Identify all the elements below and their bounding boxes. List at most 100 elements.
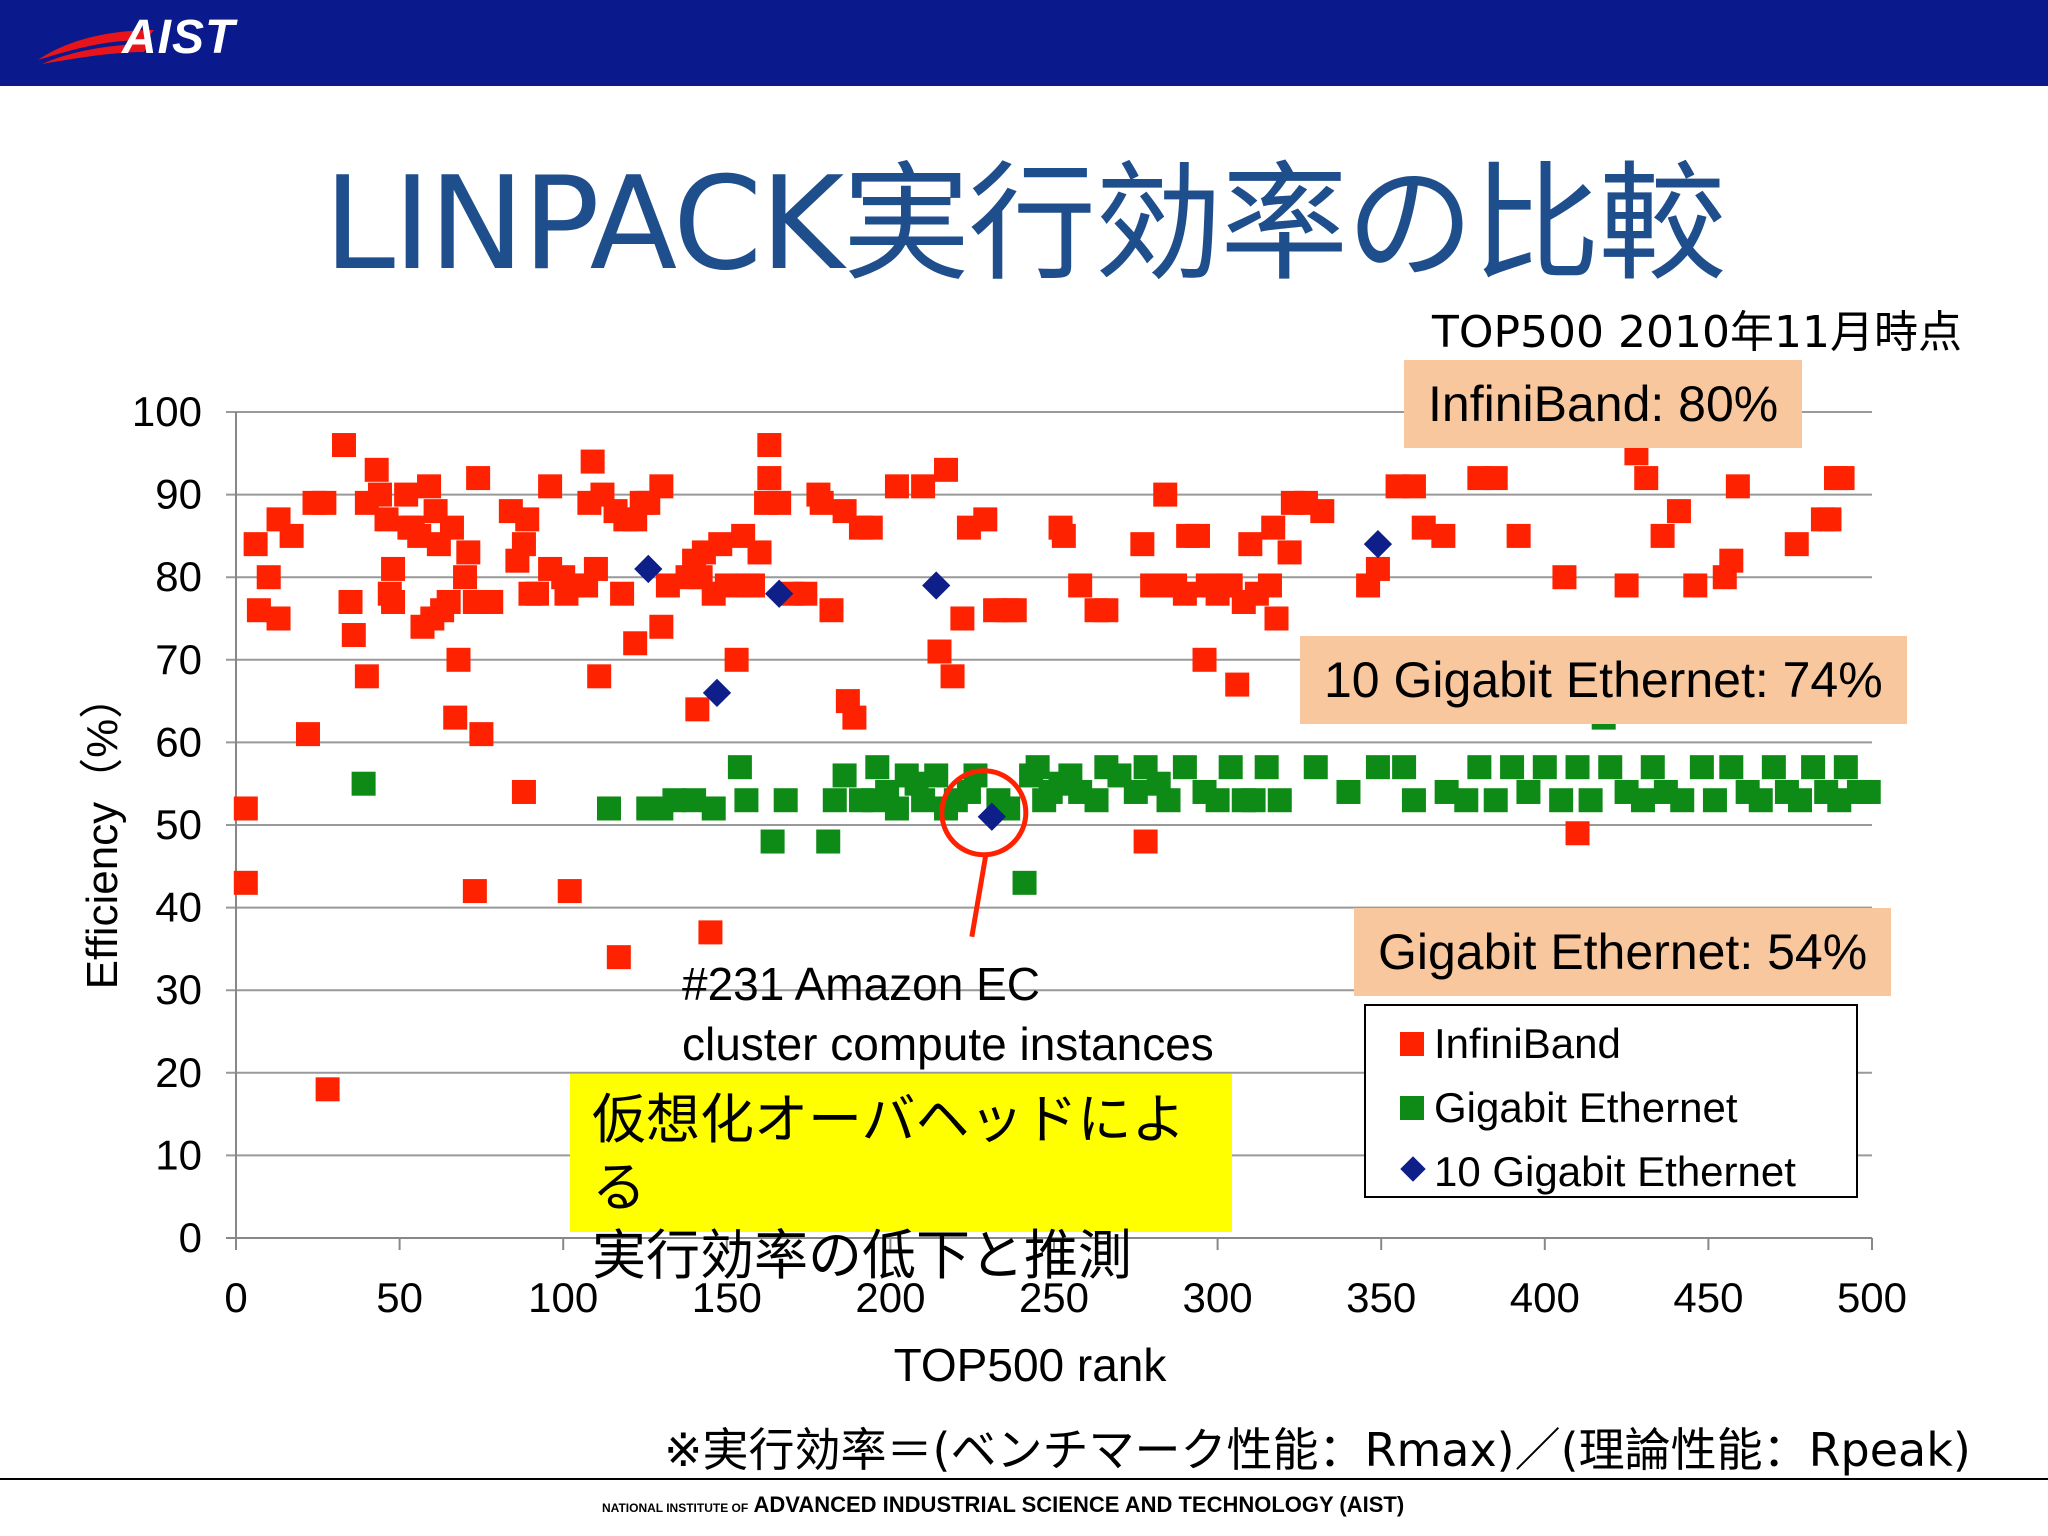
infiniband-point (927, 639, 952, 664)
infiniband-point (1683, 573, 1708, 598)
legend-label: 10 Gigabit Ethernet (1434, 1148, 1796, 1195)
gige-point (1801, 755, 1826, 780)
gige-point (1630, 788, 1655, 813)
infiniband-point (331, 433, 356, 458)
infiniband-point (1552, 565, 1577, 590)
x-axis-label: TOP500 rank (893, 1339, 1167, 1391)
y-tick-label: 70 (155, 636, 202, 683)
gige-point (1012, 870, 1037, 895)
gige-point (1336, 779, 1361, 804)
infiniband-point (462, 879, 487, 904)
x-tick-label: 250 (1019, 1274, 1089, 1321)
infiniband-point (623, 631, 648, 656)
gige-point (1218, 755, 1243, 780)
infiniband-point (381, 589, 406, 614)
gige-point (884, 796, 909, 821)
tengig-point (922, 571, 951, 600)
infiniband-point (1225, 672, 1250, 697)
infiniband-point (246, 598, 271, 623)
gige-point (1392, 755, 1417, 780)
infiniband-point (511, 532, 536, 557)
infiniband-point (439, 515, 464, 540)
footnote: ※実行効率＝(ベンチマーク性能：Rmax)／(理論性能：Rpeak) (664, 1423, 1971, 1477)
y-tick-label: 30 (155, 966, 202, 1013)
y-tick-label: 40 (155, 884, 202, 931)
legend-label: InfiniBand (1434, 1020, 1621, 1067)
infiniband-point (757, 466, 782, 491)
infiniband-point (580, 449, 605, 474)
x-tick-label: 500 (1837, 1274, 1907, 1321)
gige-point (1640, 755, 1665, 780)
legend-square-icon (1400, 1032, 1424, 1056)
infiniband-point (1264, 606, 1289, 631)
logo-text: AIST (122, 11, 236, 64)
gige-point (924, 763, 949, 788)
infiniband-point (557, 879, 582, 904)
aist-logo-swoosh-icon (38, 30, 154, 64)
y-tick-label: 90 (155, 471, 202, 518)
infiniband-point (1238, 532, 1263, 557)
gige-point (1702, 788, 1727, 813)
infiniband-point (1565, 821, 1590, 846)
highlight-line2: 実行効率の低下と推測 (592, 1224, 1132, 1287)
tengig-point (634, 554, 663, 584)
infiniband-point (685, 697, 710, 722)
y-tick-label: 60 (155, 718, 202, 765)
infiniband-point (469, 722, 494, 747)
infiniband-point (295, 722, 320, 747)
gige-point (1549, 788, 1574, 813)
footer-rule (0, 1478, 2048, 1480)
infiniband-point (1666, 499, 1691, 524)
x-tick-label: 350 (1346, 1274, 1416, 1321)
infiniband-point (394, 482, 419, 507)
y-tick-label: 10 (155, 1131, 202, 1178)
infiniband-point (740, 573, 765, 598)
y-tick-label: 50 (155, 801, 202, 848)
infiniband-point (1784, 532, 1809, 557)
x-tick-label: 0 (224, 1274, 247, 1321)
amazon-note-line1: #231 Amazon EC (682, 958, 1041, 1010)
callout-10gige: 10 Gigabit Ethernet: 74% (1300, 636, 1907, 724)
infiniband-point (911, 474, 936, 499)
footer-main: ADVANCED INDUSTRIAL SCIENCE AND TECHNOLO… (753, 1492, 1405, 1517)
gige-point (822, 788, 847, 813)
infiniband-point (367, 482, 392, 507)
infiniband-point (466, 466, 491, 491)
infiniband-point (842, 705, 867, 730)
x-tick-label: 100 (528, 1274, 598, 1321)
tengig-point (1363, 530, 1393, 559)
x-tick-label: 300 (1183, 1274, 1253, 1321)
gige-point (1719, 755, 1744, 780)
infiniband-point (538, 474, 563, 499)
infiniband-point (747, 540, 772, 565)
legend-item-10gige: 10 Gigabit Ethernet (1400, 1148, 1796, 1196)
infiniband-point (1634, 466, 1659, 491)
y-tick-label: 80 (155, 553, 202, 600)
infiniband-point (606, 945, 631, 970)
infiniband-point (233, 870, 258, 895)
gige-point (773, 788, 798, 813)
gige-point (1788, 788, 1813, 813)
tengig-point (977, 802, 1006, 831)
infiniband-point (1172, 581, 1197, 606)
highlight-line1: 仮想化オーバヘッドによる (592, 1088, 1186, 1219)
infiniband-point (436, 589, 461, 614)
infiniband-point (819, 598, 844, 623)
infiniband-point (381, 556, 406, 581)
infiniband-point (950, 606, 975, 631)
gige-point (1123, 779, 1148, 804)
gige-point (701, 796, 726, 821)
gige-point (1532, 755, 1557, 780)
legend-square-icon (1400, 1096, 1424, 1120)
infiniband-point (708, 532, 733, 557)
infiniband-point (1365, 556, 1390, 581)
infiniband-point (456, 540, 481, 565)
y-tick-label: 0 (179, 1214, 202, 1261)
gige-point (1833, 755, 1858, 780)
infiniband-point (354, 664, 379, 689)
gige-point (1689, 755, 1714, 780)
infiniband-point (1002, 598, 1027, 623)
infiniband-point (884, 474, 909, 499)
gige-point (1267, 788, 1292, 813)
gige-point (734, 788, 759, 813)
